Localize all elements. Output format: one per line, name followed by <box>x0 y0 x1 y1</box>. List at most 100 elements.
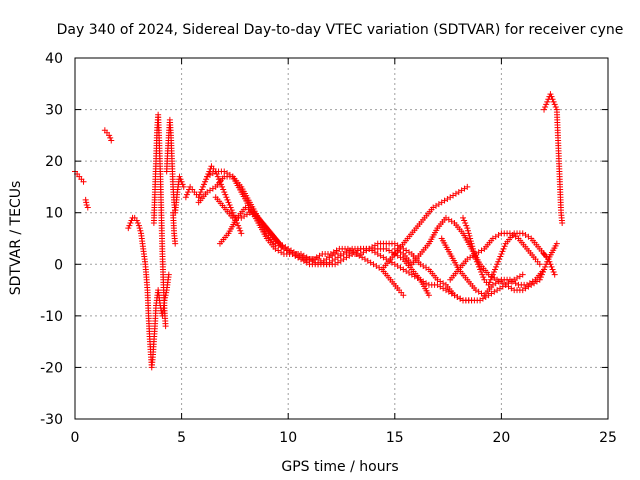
data-point <box>464 183 471 190</box>
data-point <box>183 191 190 198</box>
data-point <box>196 191 203 198</box>
data-point <box>108 137 115 144</box>
data-point <box>549 266 556 273</box>
data-point <box>162 323 169 330</box>
series-trace-i <box>447 230 543 283</box>
x-axis-title: GPS time / hours <box>281 459 398 475</box>
data-point <box>551 101 558 108</box>
data-point <box>202 178 209 185</box>
x-tick-label: 0 <box>71 430 80 446</box>
y-tick-label: -10 <box>40 309 63 325</box>
data-point <box>216 178 223 185</box>
series-seg-early-b <box>82 196 91 211</box>
data-point <box>485 281 492 288</box>
data-point <box>497 253 504 260</box>
data-point <box>487 276 494 283</box>
data-point <box>546 258 553 265</box>
data-point <box>83 201 90 208</box>
data-point <box>462 220 469 227</box>
data-point <box>133 217 140 224</box>
data-point <box>519 271 526 278</box>
data-point <box>80 178 87 185</box>
x-tick-label: 15 <box>386 430 404 446</box>
data-point <box>492 266 499 273</box>
axis-ticks: 0 5 10 15 20 25 -30 -20 -10 0 10 20 30 40 <box>40 51 617 446</box>
data-point <box>178 178 185 185</box>
data-point <box>176 173 183 180</box>
series-trace-e <box>379 183 471 273</box>
y-tick-label: -30 <box>40 412 63 428</box>
data-point <box>499 248 506 255</box>
data-point <box>180 183 187 190</box>
data-point <box>126 222 133 229</box>
data-point <box>500 245 507 252</box>
data-point <box>203 176 210 183</box>
data-point <box>545 256 552 263</box>
series-trace-d <box>204 168 526 304</box>
data-point <box>468 240 475 247</box>
data-point <box>182 194 189 201</box>
series-seg-late-spike <box>541 91 566 227</box>
data-point <box>541 106 548 113</box>
data-point <box>466 232 473 239</box>
plot-frame <box>74 57 609 420</box>
x-tick-label: 25 <box>599 430 617 446</box>
data-point <box>461 217 468 224</box>
data-point <box>460 214 467 221</box>
data-point <box>549 96 556 103</box>
data-point <box>542 103 549 110</box>
data-point <box>541 266 548 273</box>
series-seg-spike <box>150 111 169 330</box>
data-point <box>495 258 502 265</box>
data-point <box>200 181 207 188</box>
data-point <box>548 263 555 270</box>
series-trace-h <box>460 214 560 288</box>
data-point <box>197 189 204 196</box>
data-point <box>464 227 471 234</box>
series-trace-a <box>195 173 432 299</box>
data-point <box>498 250 505 257</box>
data-point <box>199 183 206 190</box>
data-point <box>550 98 557 105</box>
data-point <box>547 261 554 268</box>
y-axis-title: SDTVAR / TECUs <box>8 181 24 296</box>
data-point <box>490 269 497 276</box>
data-point <box>469 243 476 250</box>
data-point <box>134 220 141 227</box>
data-point <box>543 101 550 108</box>
series-seg-hump <box>182 163 245 237</box>
x-tick-label: 10 <box>279 430 297 446</box>
data-point <box>226 201 233 208</box>
chart-title: Day 340 of 2024, Sidereal Day-to-day VTE… <box>57 22 624 38</box>
series-seg-spike3 <box>170 209 179 247</box>
data-point <box>486 279 493 286</box>
data-point <box>550 269 557 276</box>
data-points <box>72 91 566 371</box>
data-point <box>172 240 179 247</box>
data-point <box>206 168 213 175</box>
x-tick-label: 20 <box>492 430 510 446</box>
data-point <box>489 271 496 278</box>
data-point <box>184 189 191 196</box>
data-point <box>477 266 484 273</box>
data-point <box>165 271 172 278</box>
x-tick-label: 5 <box>177 430 186 446</box>
data-point <box>464 225 471 232</box>
data-point <box>220 186 227 193</box>
data-point <box>222 191 229 198</box>
data-point <box>84 204 91 211</box>
data-point <box>221 189 228 196</box>
data-point <box>235 222 242 229</box>
data-point <box>467 238 474 245</box>
data-point <box>473 258 480 265</box>
data-point <box>547 91 554 98</box>
data-point <box>493 263 500 270</box>
data-point <box>463 222 470 229</box>
data-point <box>544 98 551 105</box>
data-point <box>179 181 186 188</box>
y-tick-label: 20 <box>45 154 63 170</box>
data-point <box>83 199 90 206</box>
series-seg-early-c <box>101 127 115 144</box>
data-point <box>125 225 132 232</box>
